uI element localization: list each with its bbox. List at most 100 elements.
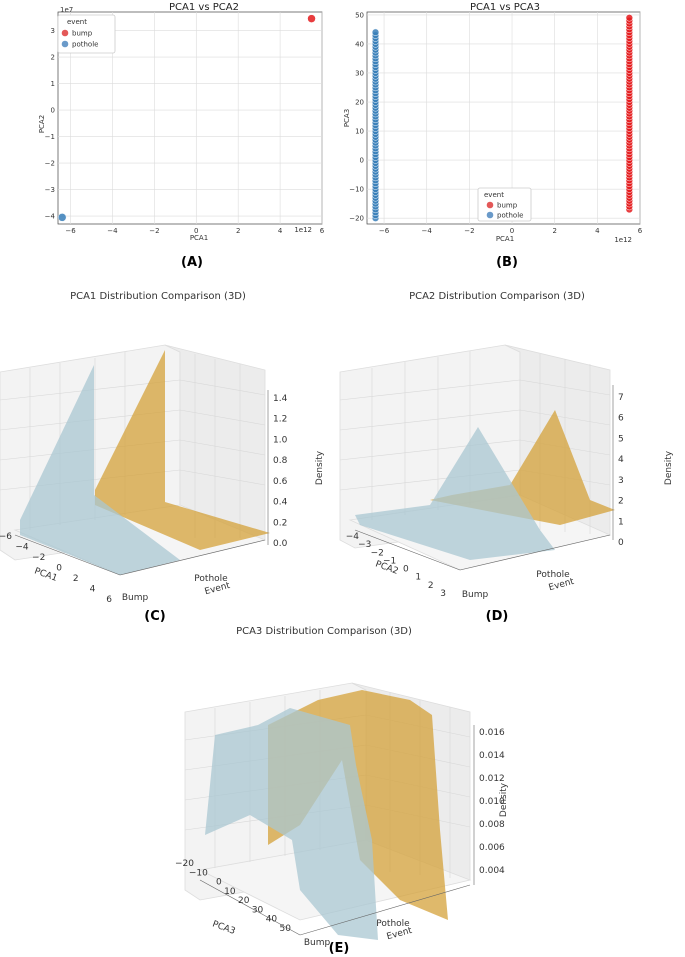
z-tick-label: 1.0 [273,435,288,445]
category-pothole: Pothole [536,570,570,580]
y-axis-label: PCA3 [343,109,351,127]
x-exponent: 1e12 [294,226,312,234]
x-tick-label: 4 [90,585,96,595]
z-tick-label: 0.012 [479,774,505,784]
y-axis-label: PCA2 [38,115,46,133]
z-tick-label: 0.4 [273,498,288,508]
legend-marker-pothole [61,40,69,48]
point-pothole [371,28,380,36]
x-axis-line [354,529,461,571]
scatter-pca1-pca3: PCA1 vs PCA3 1e12 PCA1 PCA3 −6 −4 −2 0 2 4 6−2… [343,2,643,244]
x-tick-label: 6 [638,227,643,235]
chart-title: PCA2 Distribution Comparison (3D) [409,291,585,302]
y-axis-line [299,884,471,936]
x-tick-label: 0 [56,564,62,574]
pothole-density-surface [95,350,270,550]
x-axis-label: PCA1 [496,235,514,243]
z-tick-label: 0.004 [479,866,505,876]
x-tick-label: 0 [403,565,409,575]
x-tick-label: −6 [0,532,12,542]
x-tick-label: 4 [595,227,600,235]
y-tick-label: −1 [45,133,55,141]
x-tick-label: −6 [65,227,76,235]
y-tick-label: −10 [349,186,364,194]
z-tick-label: 0.010 [479,797,505,807]
legend: event bump pothole [57,14,116,54]
panel-label-b: (B) [496,255,518,270]
x-tick-label: 2 [73,574,79,584]
z-tick-label: 6 [618,414,624,424]
panel-label-e: (E) [329,941,350,956]
bump-density-surface [205,708,378,940]
legend: event bump pothole [477,187,532,222]
y-tick-label: −3 [45,186,55,194]
y-axis-line [459,534,611,571]
category-bump: Bump [122,593,149,603]
x-tick-label: 20 [238,896,250,906]
y-tick-label: 10 [355,128,364,136]
x-tick-label: 2 [552,227,556,235]
x-tick-label: −2 [464,227,474,235]
legend-label-pothole: pothole [72,41,98,49]
category-pothole: Pothole [194,574,228,584]
x-axis-label: PCA3 [211,919,237,936]
legend-title: event [67,18,87,26]
x-tick-label: −2 [371,548,384,558]
chart-3d-pca2: PCA2 Distribution Comparison (3D) −4−3−2… [339,291,674,600]
chart-title: PCA1 vs PCA2 [169,2,239,13]
x-tick-label: 6 [106,595,112,605]
z-tick-label: 3 [618,476,624,486]
chart-title: PCA3 Distribution Comparison (3D) [236,626,412,637]
panel-label-d: (D) [486,609,509,624]
x-tick-label: 3 [440,589,446,599]
category-pothole: Pothole [376,919,410,929]
y-tick-label: −20 [349,215,364,223]
category-bump: Bump [462,590,489,600]
y-tick-label: 0 [360,157,364,165]
x-tick-label: 2 [236,227,240,235]
y-tick-label: 0 [51,107,55,115]
z-tick-label: 4 [618,455,624,465]
z-tick-label: 2 [618,497,624,507]
z-axis-label: Density [499,782,509,817]
bump-density-surface [355,427,555,560]
x-tick-label: 2 [428,581,434,591]
legend-title: event [484,191,504,199]
z-tick-label: 0.8 [273,456,288,466]
x-tick-label: −4 [107,227,118,235]
z-tick-label: 0.2 [273,518,287,528]
x-tick-label: 0 [510,227,514,235]
x-tick-label: 10 [224,887,236,897]
x-tick-label: 4 [278,227,283,235]
z-tick-label: 0.016 [479,728,505,738]
y-tick-label: −2 [45,160,55,168]
z-tick-label: 0 [618,538,624,548]
z-tick-label: 1.2 [273,415,287,425]
x-tick-label: 1 [415,573,421,583]
x-tick-label: −20 [175,859,194,869]
y-tick-label: −4 [45,213,56,221]
x-tick-label: 0 [194,227,198,235]
chart-title: PCA1 vs PCA3 [470,2,540,13]
points [57,14,316,222]
z-tick-label: 0.008 [479,820,505,830]
x-tick-label: −4 [346,532,360,542]
legend-marker-pothole [486,211,494,219]
legend-label-bump: bump [497,202,518,210]
x-tick-label: −4 [15,543,29,553]
x-axis-line [199,879,301,936]
z-axis-label: Density [315,450,325,485]
z-tick-label: 1.4 [273,394,288,404]
y-tick-label: 20 [355,99,364,107]
legend-label-bump: bump [72,30,93,38]
chart-title: PCA1 Distribution Comparison (3D) [70,291,246,302]
ticks: −6 −4 −2 0 2 4 6 −4 −3 −2 −1 0 1 2 3 [45,27,325,235]
x-axis-label: PCA1 [190,234,208,242]
z-tick-label: 1 [618,517,624,527]
x-tick-label: −10 [189,868,208,878]
panel-label-a: (A) [181,255,203,270]
